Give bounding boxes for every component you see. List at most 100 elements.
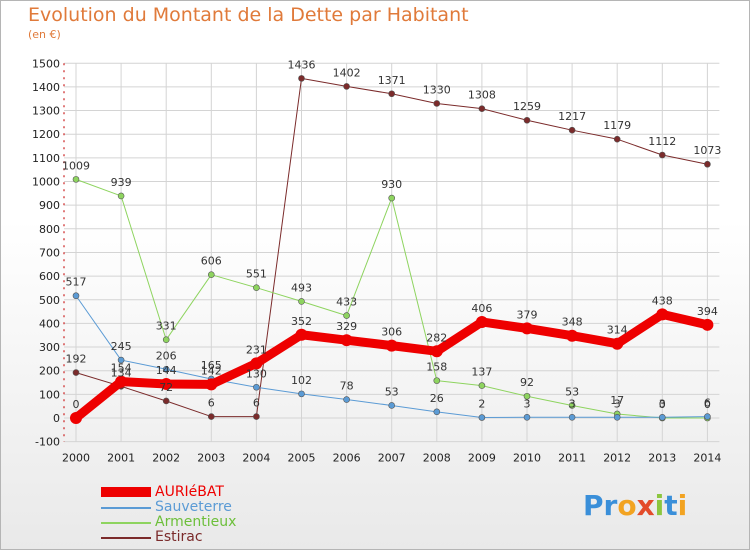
data-label: 1402 (333, 66, 361, 79)
data-label: 6 (704, 397, 711, 410)
data-point (478, 414, 486, 421)
brand-letter: t (664, 489, 678, 522)
x-tick-label: 2010 (513, 452, 541, 465)
data-point (613, 135, 621, 143)
data-label: 348 (562, 316, 583, 329)
data-label: 6 (208, 397, 215, 410)
data-label: 142 (201, 364, 222, 377)
data-point (162, 336, 170, 344)
data-point (160, 377, 173, 390)
data-label: 1217 (558, 110, 586, 123)
data-point (208, 413, 215, 420)
y-tick-label: 100 (39, 388, 60, 401)
data-label: 930 (381, 178, 402, 191)
data-label: 606 (201, 255, 222, 268)
legend-label: Estirac (155, 529, 203, 545)
data-label: 17 (610, 394, 624, 407)
data-point (704, 160, 711, 168)
x-tick-label: 2003 (197, 452, 225, 465)
data-point (658, 413, 666, 421)
legend-swatch-auriebat (101, 487, 151, 497)
brand-letter: P (583, 489, 604, 522)
y-tick-label: 500 (39, 294, 60, 307)
y-tick-label: 1100 (32, 152, 60, 165)
data-point (253, 383, 260, 391)
brand-letter: x (636, 489, 655, 522)
data-point (72, 369, 80, 376)
data-label: 192 (66, 353, 87, 366)
data-label: 331 (156, 320, 177, 333)
data-point (388, 90, 396, 98)
data-label: 3 (524, 397, 531, 410)
x-tick-label: 2007 (378, 452, 406, 465)
y-tick-label: 1500 (32, 57, 60, 70)
legend-label: AURIéBAT (155, 484, 224, 500)
x-tick-label: 2013 (648, 452, 676, 465)
data-label: 206 (156, 349, 177, 362)
data-label: 0 (659, 398, 666, 411)
data-label: 53 (565, 385, 579, 398)
y-tick-label: 200 (39, 365, 60, 378)
data-label: 0 (704, 398, 711, 411)
data-point (298, 75, 305, 82)
y-tick-label: 300 (39, 341, 60, 354)
data-point (521, 322, 533, 335)
data-label: 245 (111, 340, 132, 353)
data-point (298, 298, 305, 305)
data-point (388, 402, 396, 409)
data-point (568, 126, 576, 134)
data-label: 1009 (62, 159, 90, 172)
data-point (704, 413, 711, 420)
y-tick-label: 1300 (32, 105, 60, 118)
data-label: 493 (291, 281, 312, 294)
data-label: 939 (111, 176, 132, 189)
legend-swatch-estirac (101, 537, 151, 539)
data-label: 329 (336, 320, 357, 333)
x-tick-label: 2005 (288, 452, 316, 465)
data-point (162, 365, 170, 373)
data-point (117, 356, 125, 364)
data-label: 3 (659, 397, 666, 410)
brand-letter: o (617, 489, 637, 522)
data-point (208, 271, 215, 278)
data-label: 102 (291, 374, 312, 387)
y-tick-label: 600 (39, 270, 60, 283)
data-point (72, 292, 80, 300)
data-label: 394 (697, 305, 718, 318)
data-label: 1436 (288, 58, 316, 71)
brand-letter: i (677, 489, 688, 522)
data-point (250, 357, 263, 370)
data-label: 517 (66, 276, 87, 289)
data-label: 72 (159, 381, 173, 394)
data-point (343, 312, 350, 319)
data-point (388, 194, 396, 202)
data-label: 1112 (648, 135, 676, 148)
data-label: 231 (246, 343, 267, 356)
data-point (298, 390, 305, 398)
data-label: 0 (73, 398, 80, 411)
y-tick-label: 1000 (32, 176, 60, 189)
data-point (295, 328, 308, 341)
data-point (117, 192, 125, 200)
y-tick-label: 800 (39, 223, 60, 236)
data-label: 137 (471, 366, 492, 379)
data-point (701, 318, 714, 331)
data-point (433, 377, 441, 384)
data-label: 282 (426, 331, 447, 344)
x-tick-label: 2002 (152, 452, 180, 465)
data-label: 438 (652, 294, 673, 307)
brand-letter: r (603, 489, 618, 522)
data-label: 1179 (603, 119, 631, 132)
legend-label: Sauveterre (155, 499, 232, 515)
data-point (385, 339, 398, 352)
data-point (205, 378, 218, 391)
data-label: 158 (426, 361, 447, 374)
y-tick-label: 400 (39, 317, 60, 330)
line-chart: -100010020030040050060070080090010001100… (32, 57, 721, 465)
data-label: 306 (381, 326, 402, 339)
data-point (475, 315, 488, 328)
data-point (162, 397, 170, 405)
data-label: 78 (340, 380, 354, 393)
legend-swatch-armentieux (101, 522, 151, 524)
